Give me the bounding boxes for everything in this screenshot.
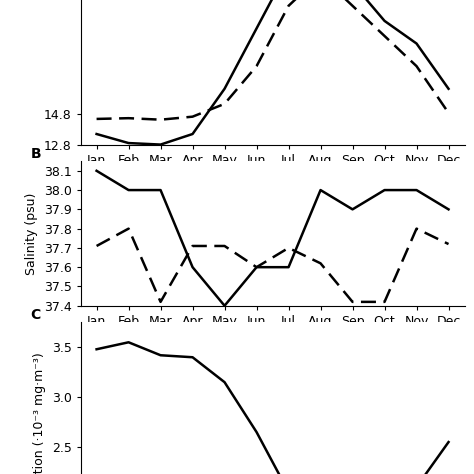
Text: C: C <box>31 308 41 322</box>
Text: B: B <box>31 147 41 161</box>
Y-axis label: ation (·10⁻³ mg·m⁻³): ation (·10⁻³ mg·m⁻³) <box>33 353 46 474</box>
Y-axis label: Salinity (psu): Salinity (psu) <box>25 192 38 274</box>
